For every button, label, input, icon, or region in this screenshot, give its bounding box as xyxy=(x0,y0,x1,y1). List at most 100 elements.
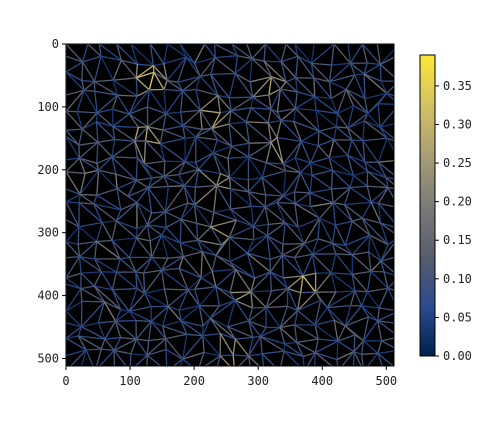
mesh-edge xyxy=(134,126,140,142)
mesh-edge xyxy=(363,73,382,82)
mesh-edge xyxy=(328,154,349,159)
mesh-edge xyxy=(366,112,381,128)
mesh-edge xyxy=(377,307,380,322)
mesh-edge xyxy=(120,308,130,312)
mesh-edge xyxy=(347,112,369,129)
mesh-edge xyxy=(354,290,363,307)
mesh-edge xyxy=(246,44,253,60)
mesh-edge xyxy=(351,217,363,222)
mesh-edge xyxy=(294,107,320,132)
mesh-edge xyxy=(326,306,346,327)
mesh-edge xyxy=(270,136,278,144)
mesh-edge xyxy=(114,320,137,340)
mesh-edge xyxy=(263,60,282,63)
mesh-edge xyxy=(180,320,204,337)
mesh-edge xyxy=(163,56,188,65)
mesh-edge xyxy=(287,287,302,294)
mesh-edge xyxy=(267,122,278,139)
mesh-edge xyxy=(248,141,272,144)
mesh-edge xyxy=(259,326,281,338)
mesh-edge xyxy=(230,110,247,123)
mesh-edge xyxy=(146,112,167,128)
mesh-edge xyxy=(66,71,83,82)
mesh-edge xyxy=(128,106,149,115)
mesh-edge xyxy=(186,333,204,337)
mesh-edge xyxy=(386,137,394,142)
mesh-edge xyxy=(282,277,289,290)
mesh-edge xyxy=(182,90,201,111)
mesh-edge xyxy=(80,322,99,328)
mesh-edge xyxy=(128,287,138,312)
mesh-edge xyxy=(347,154,355,177)
mesh-edge xyxy=(281,243,284,256)
mesh-edge xyxy=(336,350,355,361)
mesh-edge xyxy=(95,112,98,123)
mesh-edge xyxy=(66,335,79,339)
mesh-edge xyxy=(215,286,220,307)
mesh-edge xyxy=(211,254,217,272)
mesh-edge xyxy=(313,352,317,366)
mesh-edge xyxy=(209,317,237,340)
mesh-edge xyxy=(66,326,83,339)
mesh-edge xyxy=(232,354,235,366)
mesh-edge xyxy=(120,59,139,65)
mesh-edge xyxy=(166,44,188,58)
mesh-edge xyxy=(180,218,198,225)
mesh-edge xyxy=(379,48,394,66)
mesh-edge xyxy=(160,226,167,236)
mesh-edge xyxy=(259,326,267,338)
mesh-edge xyxy=(313,77,316,98)
mesh-edge xyxy=(380,340,394,349)
mesh-edge xyxy=(247,156,267,164)
mesh-edge xyxy=(344,234,371,247)
mesh-edge xyxy=(295,77,298,93)
mesh-edge xyxy=(212,139,218,154)
mesh-edge xyxy=(293,253,314,259)
mesh-edge xyxy=(351,220,371,236)
mesh-edge xyxy=(215,254,237,271)
mesh-edge xyxy=(151,256,169,259)
mesh-edge xyxy=(134,140,146,165)
mesh-edge xyxy=(159,143,186,163)
mesh-edge xyxy=(159,137,186,145)
mesh-edge xyxy=(194,286,217,290)
mesh-edge xyxy=(93,80,119,96)
mesh-edge xyxy=(287,275,304,290)
mesh-edge xyxy=(83,89,96,93)
mesh-edge xyxy=(228,176,250,193)
mesh-edge xyxy=(380,337,394,342)
mesh-edge xyxy=(128,256,137,273)
mesh-edge xyxy=(94,90,119,96)
mesh-edge xyxy=(115,220,138,239)
mesh-edge xyxy=(162,305,169,327)
mesh-edge xyxy=(104,338,115,352)
mesh-edge xyxy=(161,269,166,290)
mesh-edge xyxy=(330,169,334,190)
mesh-edge xyxy=(328,62,352,83)
mesh-edge xyxy=(136,63,154,67)
mesh-edge xyxy=(366,103,379,115)
mesh-edge xyxy=(352,174,368,187)
mesh-edge xyxy=(280,107,297,122)
mesh-edge xyxy=(234,336,254,340)
mesh-edge xyxy=(219,110,232,114)
mesh-edge xyxy=(347,139,353,157)
mesh-edge xyxy=(96,156,113,164)
mesh-edge xyxy=(377,312,394,322)
mesh-edge xyxy=(228,156,250,179)
mesh-edge xyxy=(362,316,370,342)
mesh-edge xyxy=(146,224,151,242)
mesh-edge xyxy=(347,105,355,129)
mesh-edge xyxy=(165,112,184,127)
mesh-edge xyxy=(282,275,304,279)
mesh-edge xyxy=(247,336,254,357)
mesh-edge xyxy=(335,253,353,275)
mesh-edge xyxy=(295,55,299,79)
mesh-edge xyxy=(209,317,222,335)
mesh-edge xyxy=(144,292,169,308)
mesh-edge xyxy=(163,175,185,187)
mesh-edge xyxy=(309,144,319,164)
mesh-edge xyxy=(115,271,138,290)
mesh-edge xyxy=(234,72,254,98)
mesh-edge xyxy=(245,121,250,144)
